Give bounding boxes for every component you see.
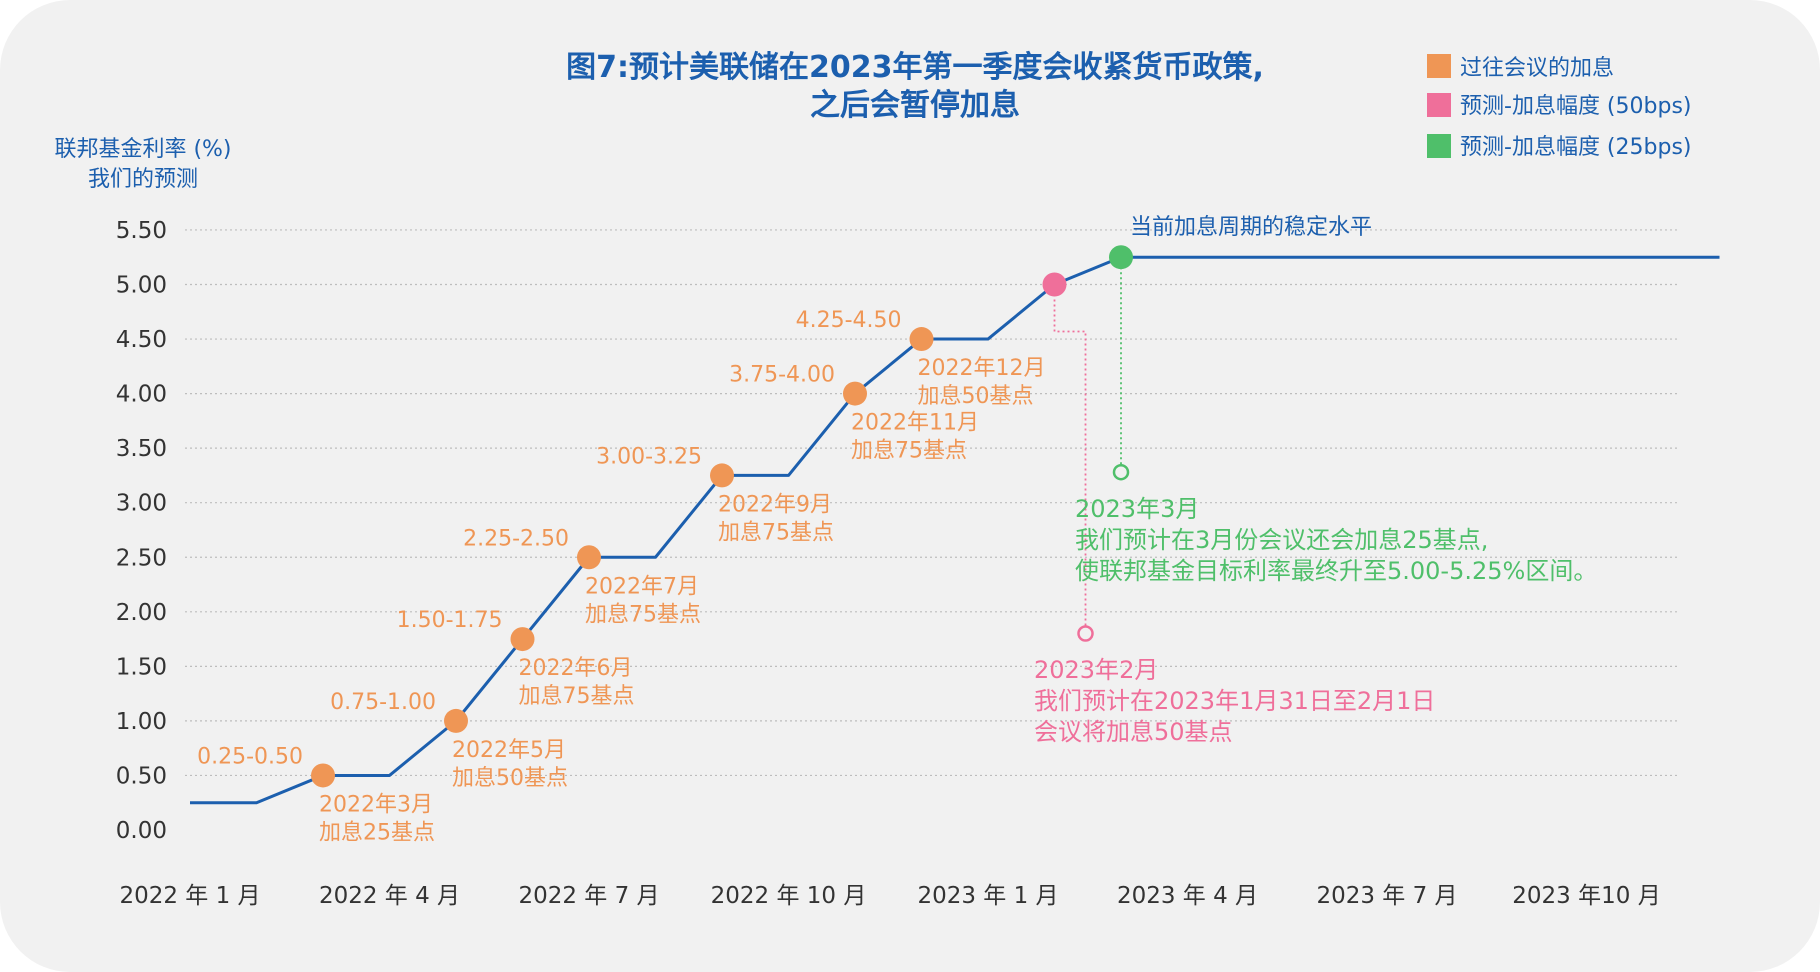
legend-label-forecast-50: 预测-加息幅度 (50bps) (1460, 94, 1691, 119)
forecast-25-leader-end (1112, 463, 1130, 481)
y-axis-label-line-1: 联邦基金利率 (%) (54, 137, 231, 162)
past-hike-marker (577, 545, 601, 570)
hike-size-label: 加息75基点 (585, 602, 701, 627)
forecast-25-note-line-1: 2023年3月 (1075, 495, 1199, 523)
hike-size-label: 加息50基点 (452, 766, 568, 791)
hike-range-label: 3.75-4.00 (729, 363, 835, 388)
y-tick-label: 5.50 (116, 218, 167, 244)
hike-range-label: 0.25-0.50 (197, 744, 303, 769)
legend-label-past-hikes: 过往会议的加息 (1460, 56, 1614, 81)
y-tick-label: 2.00 (116, 600, 167, 626)
forecast-50-note-line-3: 会议将加息50基点 (1034, 718, 1233, 746)
y-tick-label: 0.00 (116, 818, 167, 844)
y-tick-label: 3.50 (116, 436, 167, 462)
hike-date-label: 2022年9月 (718, 492, 832, 517)
forecast-50-note: 2023年2月 我们预计在2023年1月31日至2月1日 会议将加息50基点 (1034, 656, 1435, 746)
grid-lines (185, 229, 1680, 777)
legend-label-forecast-25: 预测-加息幅度 (25bps) (1460, 135, 1691, 160)
x-tick-label: 2023 年 4 月 (1117, 883, 1258, 909)
hike-size-label: 加息25基点 (319, 820, 435, 845)
x-tick-label: 2022 年 10 月 (711, 883, 867, 909)
hike-range-label: 0.75-1.00 (330, 690, 436, 715)
past-hike-marker (843, 381, 867, 406)
y-tick-label: 3.00 (116, 491, 167, 517)
x-tick-label: 2022 年 7 月 (518, 883, 659, 909)
hike-size-label: 加息75基点 (851, 439, 967, 464)
hike-range-label: 2.25-2.50 (463, 526, 569, 551)
forecast-50-leader (1053, 284, 1087, 628)
x-tick-label: 2022 年 4 月 (319, 883, 460, 909)
forecast-50-note-line-1: 2023年2月 (1034, 656, 1158, 684)
hike-date-label: 2022年5月 (452, 738, 566, 763)
stable-level-label: 当前加息周期的稳定水平 (1130, 215, 1372, 240)
forecast-leaders (1053, 257, 1130, 642)
hike-size-label: 加息75基点 (519, 684, 635, 709)
x-axis-ticks: 2022 年 1 月 2022 年 4 月 2022 年 7 月 2022 年 10 … (119, 883, 1660, 909)
past-hike-marker (909, 327, 934, 352)
past-hike-marker (311, 763, 335, 788)
x-tick-label: 2023 年 1 月 (917, 883, 1058, 909)
legend: 过往会议的加息 预测-加息幅度 (50bps) 预测-加息幅度 (25bps) (1427, 54, 1691, 160)
forecast-25-note-line-2: 我们预计在3月份会议还会加息25基点, (1075, 526, 1488, 554)
forecast-25-note-line-3: 使联邦基金目标利率最终升至5.00-5.25%区间。 (1075, 557, 1597, 585)
rate-line (190, 255, 1720, 805)
chart-title-line-1: 图7:预计美联储在2023年第一季度会收紧货币政策, (566, 50, 1264, 85)
x-tick-label: 2022 年 1 月 (119, 883, 260, 909)
y-axis-label-line-2: 我们的预测 (88, 167, 198, 192)
y-tick-label: 4.50 (116, 327, 167, 353)
past-hike-marker (710, 463, 734, 488)
y-tick-label: 1.00 (116, 709, 167, 735)
hike-size-label: 加息50基点 (918, 384, 1034, 409)
chart-title-line-2: 之后会暂停加息 (810, 88, 1020, 123)
hike-labels: 0.25-0.502022年3月加息25基点0.75-1.002022年5月加息… (197, 308, 1045, 845)
legend-swatch-forecast-25 (1427, 134, 1451, 158)
y-tick-label: 2.50 (116, 545, 167, 571)
hike-date-label: 2022年3月 (319, 792, 433, 817)
forecast-50-leader-end (1077, 625, 1094, 642)
hike-range-label: 4.25-4.50 (796, 308, 902, 333)
past-hike-marker (444, 708, 468, 733)
y-tick-label: 5.00 (116, 273, 167, 299)
hike-date-label: 2022年11月 (851, 411, 979, 436)
legend-swatch-forecast-50 (1427, 93, 1451, 117)
forecast-25-marker (1109, 245, 1133, 270)
hike-range-label: 3.00-3.25 (596, 444, 702, 469)
hike-date-label: 2022年6月 (519, 656, 633, 681)
x-tick-label: 2023 年10 月 (1512, 883, 1660, 909)
hike-range-label: 1.50-1.75 (397, 608, 503, 633)
past-hike-marker (510, 627, 535, 652)
hike-date-label: 2022年7月 (585, 574, 699, 599)
y-tick-label: 4.00 (116, 382, 167, 408)
x-tick-label: 2023 年 7 月 (1316, 883, 1457, 909)
forecast-50-note-line-2: 我们预计在2023年1月31日至2月1日 (1034, 687, 1435, 715)
forecast-50-marker (1042, 272, 1067, 297)
forecast-25-note: 2023年3月 我们预计在3月份会议还会加息25基点, 使联邦基金目标利率最终升… (1075, 495, 1597, 585)
rate-series-line (190, 255, 1720, 805)
hike-date-label: 2022年12月 (918, 356, 1046, 381)
y-axis-ticks: 0.00 0.50 1.00 1.50 2.00 2.50 3.00 3.50 4.00 4.50… (116, 218, 167, 844)
y-tick-label: 1.50 (116, 654, 167, 680)
hike-markers (311, 245, 1133, 788)
legend-swatch-past-hikes (1427, 54, 1451, 78)
hike-size-label: 加息75基点 (718, 520, 834, 545)
y-tick-label: 0.50 (116, 763, 167, 789)
